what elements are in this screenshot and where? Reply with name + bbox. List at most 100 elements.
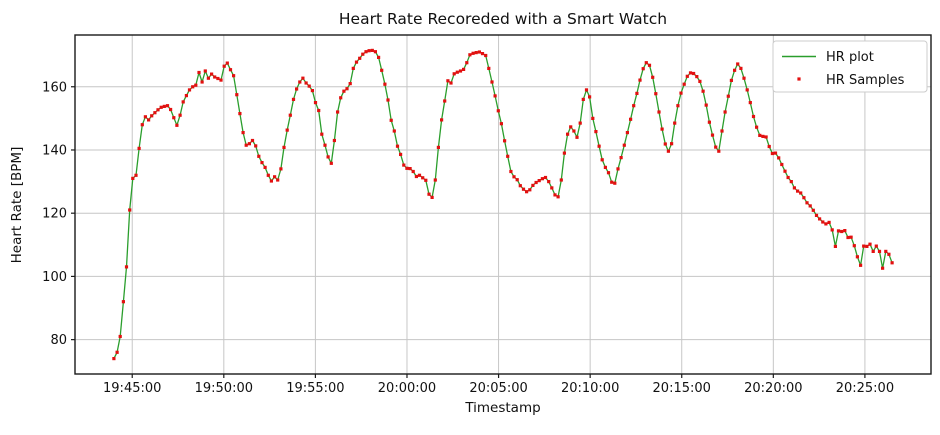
- x-tick-label: 20:00:00: [378, 381, 436, 396]
- hr-sample-marker: [228, 68, 233, 72]
- hr-sample-marker: [440, 118, 444, 122]
- hr-sample-marker: [755, 125, 759, 129]
- hr-sample-marker: [666, 149, 670, 153]
- hr-sample-marker: [162, 104, 166, 108]
- hr-sample-marker: [458, 69, 463, 73]
- hr-sample-marker: [884, 249, 888, 253]
- hr-sample-marker: [881, 266, 885, 270]
- legend-marker-swatch: [797, 77, 801, 81]
- hr-sample-marker: [729, 78, 733, 82]
- hr-sample-marker: [364, 50, 368, 54]
- hr-sample-marker: [717, 149, 721, 153]
- hr-sample-marker: [241, 131, 245, 135]
- hr-sample-marker: [679, 91, 683, 95]
- hr-sample-marker: [392, 129, 396, 133]
- hr-sample-marker: [764, 135, 768, 139]
- hr-sample-marker: [830, 228, 834, 232]
- hr-sample-marker: [443, 99, 447, 103]
- hr-sample-marker: [112, 357, 116, 361]
- hr-sample-marker: [578, 121, 582, 125]
- hr-sample-marker: [676, 104, 680, 108]
- hr-sample-marker: [216, 76, 220, 81]
- hr-sample-marker: [213, 75, 217, 79]
- hr-sample-marker: [786, 175, 790, 180]
- hr-sample-marker: [260, 161, 264, 165]
- hr-sample-marker: [865, 244, 869, 248]
- hr-sample-marker: [540, 177, 544, 181]
- hr-sample-marker: [496, 109, 500, 113]
- hr-sample-marker: [430, 195, 434, 199]
- hr-sample-marker: [377, 55, 381, 59]
- hr-sample-marker: [200, 80, 204, 84]
- hr-sample-marker: [644, 61, 648, 65]
- hr-sample-marker: [597, 144, 601, 148]
- hr-sample-marker: [575, 135, 579, 139]
- hr-sample-marker: [128, 208, 132, 212]
- hr-sample-marker: [235, 93, 239, 97]
- hr-sample-marker: [849, 235, 853, 239]
- hr-sample-marker: [726, 94, 730, 98]
- hr-sample-marker: [304, 81, 308, 85]
- hr-sample-marker: [606, 171, 611, 175]
- hr-sample-marker: [232, 74, 236, 78]
- hr-sample-marker: [773, 151, 778, 155]
- hr-sample-marker: [635, 91, 639, 95]
- hr-sample-marker: [150, 114, 154, 118]
- hr-sample-marker: [673, 121, 677, 125]
- hr-sample-marker: [134, 173, 138, 177]
- hr-sample-marker: [811, 208, 815, 212]
- hr-sample-marker: [625, 131, 629, 135]
- hr-sample-marker: [395, 144, 400, 148]
- hr-sample-marker: [871, 249, 875, 253]
- hr-sample-marker: [295, 87, 299, 91]
- hr-sample-marker: [588, 95, 592, 99]
- legend-box: [772, 40, 928, 93]
- hr-sample-marker: [124, 265, 129, 269]
- hr-sample-marker: [515, 178, 519, 182]
- hr-sample-marker: [206, 76, 210, 80]
- hr-sample-marker: [692, 71, 696, 76]
- hr-sample-marker: [770, 151, 774, 156]
- hr-sample-marker: [553, 193, 557, 197]
- hr-sample-marker: [254, 144, 258, 148]
- hr-sample-marker: [695, 75, 699, 79]
- hr-sample-marker: [266, 173, 270, 177]
- hr-sample-marker: [799, 191, 803, 195]
- hr-sample-marker: [767, 144, 771, 149]
- hr-sample-marker: [326, 155, 330, 159]
- hr-sample-marker: [210, 72, 214, 76]
- hr-sample-marker: [651, 75, 655, 79]
- hr-sample-marker: [307, 84, 311, 88]
- hr-sample-marker: [389, 118, 393, 122]
- hr-sample-marker: [194, 83, 198, 87]
- hr-sample-marker: [840, 229, 844, 234]
- hr-sample-marker: [449, 81, 453, 85]
- hr-sample-marker: [238, 112, 242, 116]
- hr-sample-marker: [742, 76, 746, 80]
- hr-sample-marker: [657, 110, 661, 114]
- hr-sample-marker: [345, 87, 349, 91]
- hr-sample-marker: [140, 123, 144, 127]
- y-axis-label: Heart Rate [BPM]: [9, 146, 25, 264]
- hr-sample-marker: [584, 88, 589, 92]
- hr-sample-marker: [178, 113, 182, 117]
- hr-sample-marker: [414, 174, 418, 179]
- hr-sample-marker: [225, 61, 229, 65]
- hr-sample-marker: [852, 244, 856, 248]
- hr-sample-marker: [603, 165, 607, 169]
- hr-sample-marker: [846, 235, 850, 240]
- hr-sample-marker: [660, 127, 664, 131]
- hr-sample-marker: [821, 220, 825, 224]
- hr-sample-marker: [147, 118, 151, 122]
- hr-sample-marker: [610, 180, 614, 184]
- hr-sample-marker: [465, 61, 469, 65]
- hr-sample-marker: [165, 104, 170, 108]
- hr-sample-marker: [616, 167, 620, 171]
- hr-sample-marker: [537, 179, 541, 183]
- hr-sample-marker: [402, 163, 406, 167]
- hr-sample-marker: [670, 142, 674, 146]
- hr-sample-marker: [332, 138, 336, 143]
- hr-sample-marker: [153, 111, 157, 115]
- hr-sample-marker: [836, 229, 841, 233]
